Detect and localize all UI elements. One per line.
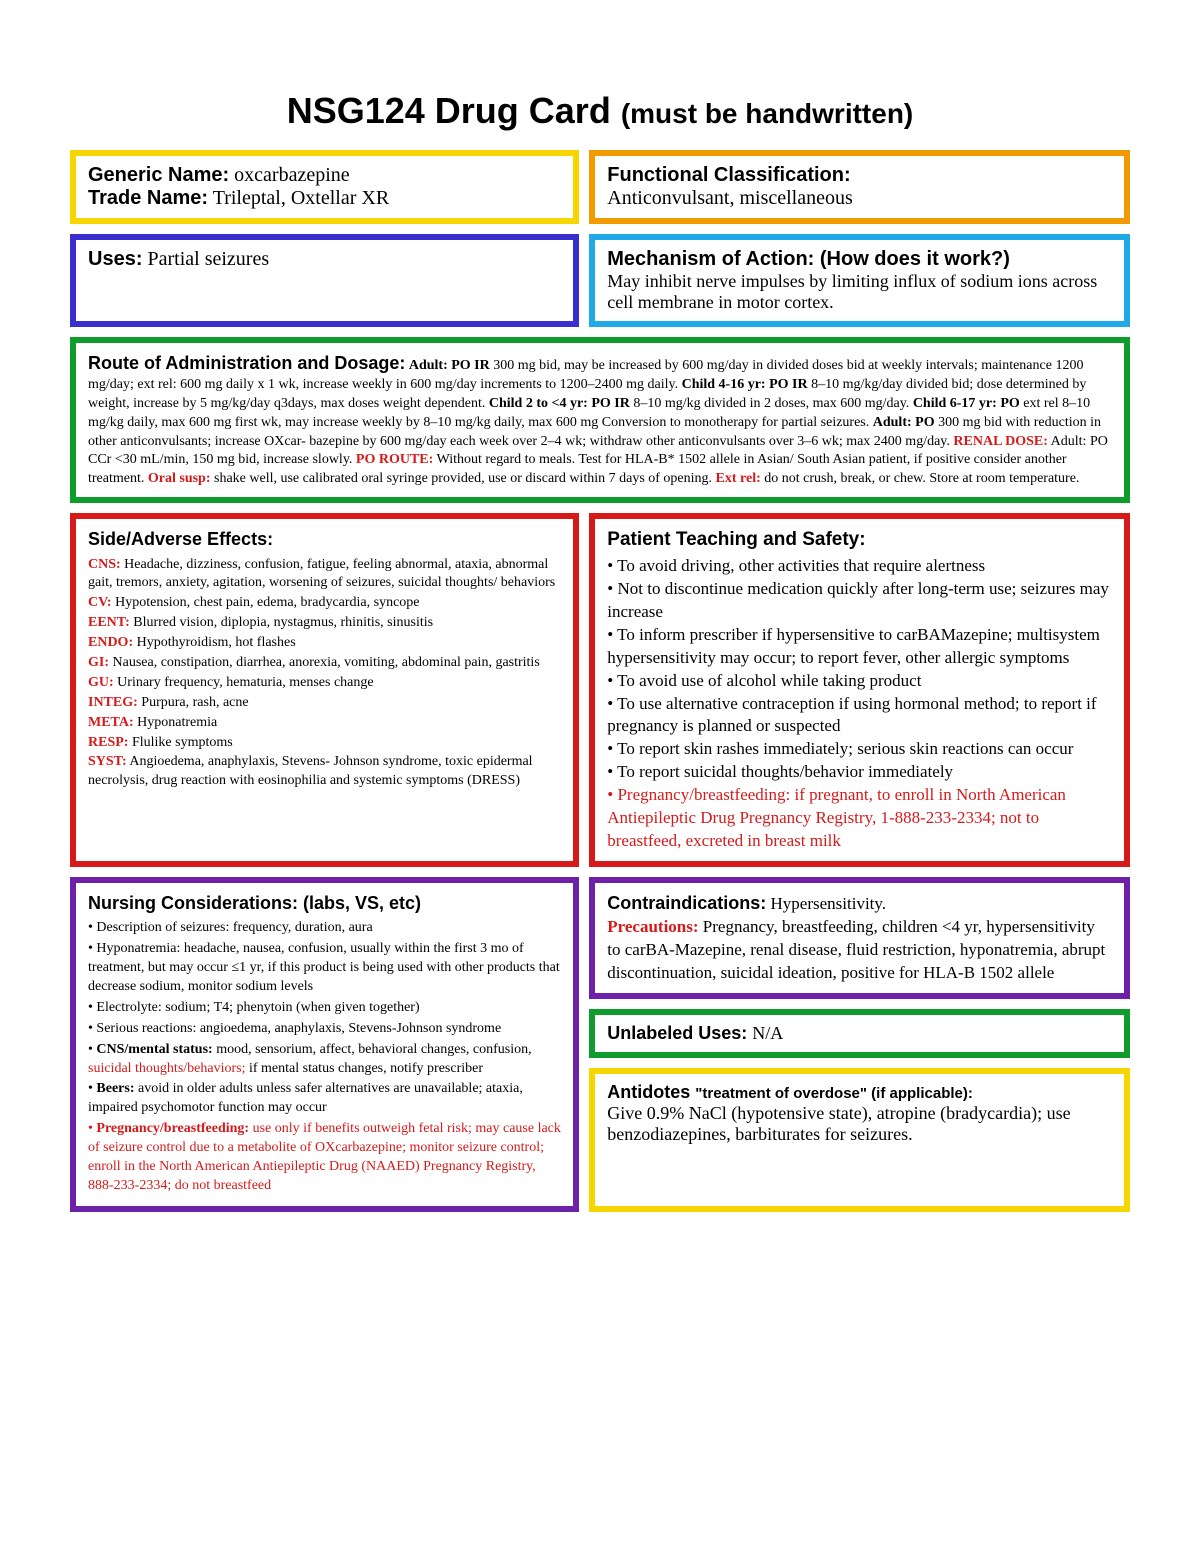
title-main: NSG124 Drug Card xyxy=(287,90,621,131)
se-label: Side/Adverse Effects: xyxy=(88,527,561,551)
page-title: NSG124 Drug Card (must be handwritten) xyxy=(70,90,1130,132)
trade-value: Trileptal, Oxtellar XR xyxy=(208,187,389,209)
unlabeled-box: Unlabeled Uses: N/A xyxy=(589,1009,1130,1058)
moa-label: Mechanism of Action: (How does it work?) xyxy=(607,248,1112,271)
title-sub: (must be handwritten) xyxy=(621,98,913,129)
nurse-label: Nursing Considerations: (labs, VS, etc) xyxy=(88,891,561,915)
contra-label: Contraindications: xyxy=(607,893,766,913)
generic-trade-box: Generic Name: oxcarbazepine Trade Name: … xyxy=(70,150,579,224)
func-value: Anticonvulsant, miscellaneous xyxy=(607,187,1112,210)
antidote-box: Antidotes "treatment of overdose" (if ap… xyxy=(589,1068,1130,1212)
antidote-value: Give 0.9% NaCl (hypotensive state), atro… xyxy=(607,1103,1112,1145)
antidote-label: Antidotes xyxy=(607,1082,695,1102)
trade-label: Trade Name: xyxy=(88,187,208,209)
func-label: Functional Classification: xyxy=(607,164,1112,187)
teach-label: Patient Teaching and Safety: xyxy=(607,527,1112,553)
moa-value: May inhibit nerve impulses by limiting i… xyxy=(607,271,1112,313)
uses-box: Uses: Partial seizures xyxy=(70,234,579,327)
contra-box: Contraindications: Hypersensitivity. Pre… xyxy=(589,877,1130,999)
unlabeled-label: Unlabeled Uses: xyxy=(607,1023,752,1043)
patient-teaching-box: Patient Teaching and Safety: • To avoid … xyxy=(589,513,1130,867)
uses-label: Uses: xyxy=(88,248,142,270)
precautions-label: Precautions: xyxy=(607,917,698,936)
nurse-body: • Description of seizures: frequency, du… xyxy=(88,919,561,1195)
uses-value: Partial seizures xyxy=(142,248,269,270)
moa-box: Mechanism of Action: (How does it work?)… xyxy=(589,234,1130,327)
route-label: Route of Administration and Dosage: xyxy=(88,353,405,373)
contra-value: Hypersensitivity. xyxy=(766,894,886,913)
route-dosage-box: Route of Administration and Dosage: Adul… xyxy=(70,337,1130,503)
nursing-box: Nursing Considerations: (labs, VS, etc) … xyxy=(70,877,579,1212)
side-effects-box: Side/Adverse Effects: CNS: Headache, diz… xyxy=(70,513,579,867)
unlabeled-value: N/A xyxy=(752,1023,783,1043)
generic-value: oxcarbazepine xyxy=(229,164,349,186)
antidote-quote: "treatment of overdose" (if applicable): xyxy=(695,1085,973,1102)
route-body: Adult: PO IR 300 mg bid, may be increase… xyxy=(88,358,1108,486)
teach-body: • To avoid driving, other activities tha… xyxy=(607,555,1112,853)
se-body: CNS: Headache, dizziness, confusion, fat… xyxy=(88,556,561,792)
functional-class-box: Functional Classification: Anticonvulsan… xyxy=(589,150,1130,224)
generic-label: Generic Name: xyxy=(88,164,229,186)
